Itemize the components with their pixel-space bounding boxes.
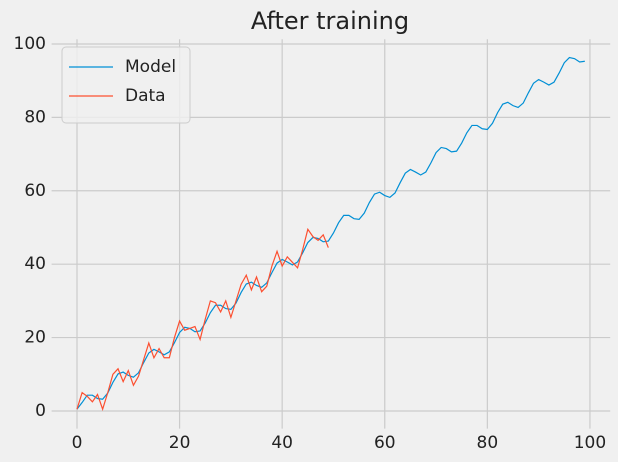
series-line [76, 227, 329, 412]
x-tick-label: 60 [374, 433, 396, 453]
y-tick-label: 20 [24, 328, 46, 348]
x-tick-label: 80 [477, 433, 499, 453]
y-tick-label: 0 [35, 401, 46, 421]
chart-title: After training [251, 7, 409, 35]
legend-label: Model [125, 57, 176, 77]
legend-label: Data [125, 86, 166, 106]
x-tick-label: 0 [72, 433, 83, 453]
x-tick-label: 20 [169, 433, 191, 453]
y-tick-label: 80 [24, 107, 46, 127]
legend-box [61, 46, 191, 124]
y-tick-label: 100 [14, 34, 46, 54]
y-tick-label: 60 [24, 181, 46, 201]
y-tick-label: 40 [24, 254, 46, 274]
x-tick-label: 40 [271, 433, 293, 453]
legend: Model Data [61, 46, 191, 124]
x-tick-label: 100 [574, 433, 606, 453]
